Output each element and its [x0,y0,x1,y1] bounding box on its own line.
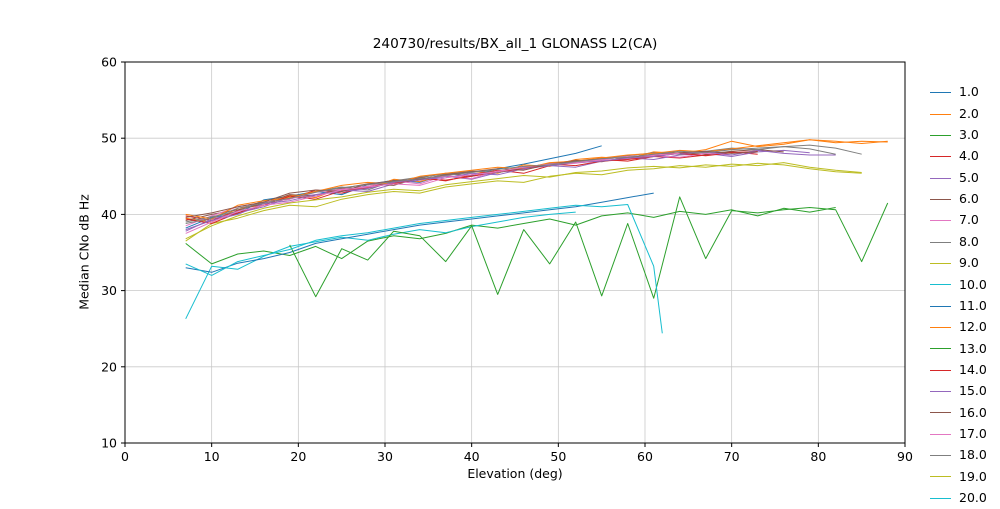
legend-label: 13.0 [959,340,987,356]
series-line-9.0 [185,162,862,242]
legend-label: 8.0 [959,233,979,249]
series-line-3.0 [185,207,836,265]
legend-line-swatch [930,241,951,243]
x-tick-label: 30 [377,449,393,464]
legend-label: 17.0 [959,425,987,441]
x-tick-label: 40 [464,449,480,464]
legend-item: 9.0 [930,253,987,274]
legend-label: 18.0 [959,447,987,463]
legend-item: 19.0 [930,466,987,487]
legend-line-swatch [930,92,951,94]
x-tick-label: 70 [724,449,740,464]
legend-item: 18.0 [930,445,987,466]
x-tick-label: 50 [550,449,566,464]
x-tick-label: 60 [637,449,653,464]
legend-item: 10.0 [930,274,987,295]
legend-item: 16.0 [930,402,987,423]
legend-line-swatch [930,177,951,179]
legend-line-swatch [930,262,951,264]
y-tick-label: 10 [101,436,117,451]
legend-item: 7.0 [930,210,987,231]
legend-item: 13.0 [930,338,987,359]
legend-label: 9.0 [959,255,979,271]
series-line-5.0 [185,149,810,232]
legend-label: 6.0 [959,191,979,207]
legend-label: 10.0 [959,276,987,292]
legend-item: 8.0 [930,231,987,252]
series-line-15.0 [185,149,836,231]
legend-line-swatch [930,284,951,286]
legend-line-swatch [930,134,951,136]
legend-line-swatch [930,305,951,307]
legend-item: 12.0 [930,317,987,338]
x-tick-label: 10 [204,449,220,464]
y-tick-label: 20 [101,359,117,374]
series-line-18.0 [185,146,836,224]
legend-item: 4.0 [930,146,987,167]
series-line-20.0 [185,204,663,334]
legend-label: 20.0 [959,489,987,505]
series-line-6.0 [185,149,784,221]
legend-line-swatch [930,497,951,499]
y-tick-label: 50 [101,131,117,146]
legend-line-swatch [930,156,951,158]
series-line-8.0 [185,144,862,223]
legend-line-swatch [930,348,951,350]
legend-item: 15.0 [930,381,987,402]
legend-label: 4.0 [959,148,979,164]
legend-label: 2.0 [959,105,979,121]
series-line-10.0 [185,211,576,320]
legend-item: 5.0 [930,167,987,188]
series-line-19.0 [185,162,862,240]
x-tick-label: 20 [290,449,306,464]
legend-item: 11.0 [930,295,987,316]
legend-item: 1.0 [930,82,987,103]
legend-line-swatch [930,412,951,414]
legend-item: 2.0 [930,103,987,124]
legend-line-swatch [930,390,951,392]
legend-label: 1.0 [959,84,979,100]
x-tick-label: 0 [121,449,129,464]
legend-line-swatch [930,476,951,478]
x-tick-label: 90 [897,449,913,464]
chart-title: 240730/results/BX_all_1 GLONASS L2(CA) [372,36,658,52]
series-line-11.0 [185,192,654,273]
legend-item: 3.0 [930,125,987,146]
x-tick-label: 80 [810,449,826,464]
legend-item: 14.0 [930,359,987,380]
legend-label: 15.0 [959,383,987,399]
legend-label: 16.0 [959,404,987,420]
y-tick-label: 60 [101,55,117,70]
legend-line-swatch [930,433,951,435]
series-line-17.0 [185,152,680,234]
legend-item: 6.0 [930,189,987,210]
y-tick-label: 40 [101,207,117,222]
legend-label: 11.0 [959,297,987,313]
legend-line-swatch [930,326,951,328]
legend-label: 19.0 [959,468,987,484]
legend-label: 7.0 [959,212,979,228]
legend-label: 5.0 [959,169,979,185]
legend-item: 20.0 [930,488,987,509]
legend-line-swatch [930,455,951,457]
series-line-7.0 [185,152,732,227]
series-line-13.0 [289,196,889,299]
legend-line-swatch [930,113,951,115]
legend-line-swatch [930,369,951,371]
legend: 1.0 2.0 3.0 4.0 5.0 6.0 7.0 8.0 9.0 10.0 11.0 12.0 1… [930,82,987,509]
legend-label: 3.0 [959,127,979,143]
axes-frame [124,61,906,444]
legend-label: 14.0 [959,361,987,377]
legend-item: 17.0 [930,424,987,445]
x-axis-label: Elevation (deg) [467,466,563,481]
legend-label: 12.0 [959,319,987,335]
legend-line-swatch [930,220,951,222]
legend-line-swatch [930,198,951,200]
y-tick-label: 30 [101,283,117,298]
